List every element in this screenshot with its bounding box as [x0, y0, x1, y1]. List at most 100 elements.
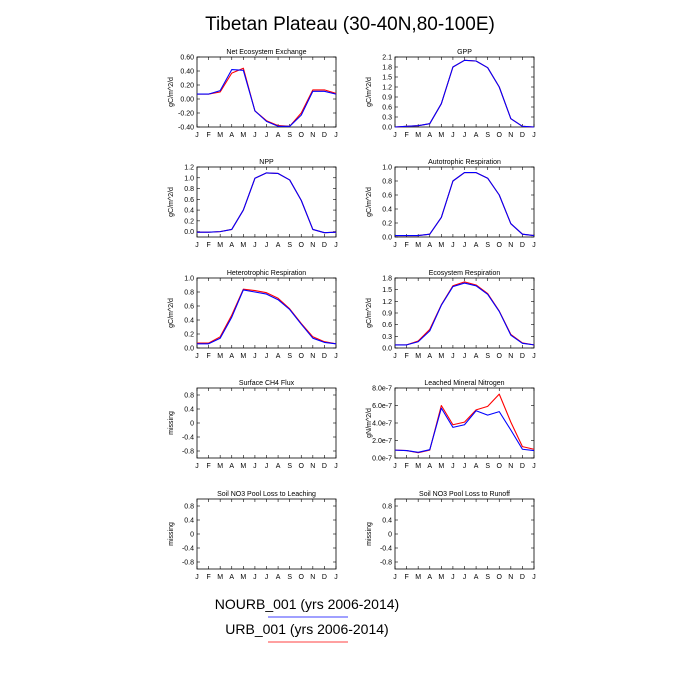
x-tick-label: O [497, 353, 503, 360]
panel-title: Leached Mineral Nitrogen [424, 380, 504, 387]
y-axis-label: gC/m^2/d [366, 298, 373, 328]
x-tick-label: J [393, 463, 397, 470]
x-tick-label: F [206, 353, 210, 360]
y-axis-label: missing [168, 411, 175, 435]
x-tick-label: J [253, 463, 257, 470]
x-tick-label: F [206, 242, 210, 249]
series-line-nourb [394, 407, 535, 453]
x-tick-label: A [427, 463, 432, 470]
plot-frame [394, 387, 535, 459]
x-tick-label: J [463, 242, 467, 249]
x-tick-label: J [265, 132, 269, 139]
x-tick-label: F [404, 574, 408, 581]
legend: NOURB_001 (yrs 2006-2014) URB_001 (yrs 2… [215, 596, 399, 643]
x-tick-label: J [393, 132, 397, 139]
y-tick-label: 4.0e-7 [372, 421, 392, 428]
y-axis-label: gN/m^2/d [366, 408, 373, 438]
x-tick-label: A [474, 463, 479, 470]
chart-panel-4: Heterotrophic Respiration 0.0 0.2 0.4 0.6 0.8… [168, 270, 338, 360]
x-tick-label: J [195, 463, 199, 470]
x-tick-label: J [451, 242, 455, 249]
x-tick-label: M [415, 132, 421, 139]
y-tick-label: 0.0 [184, 346, 194, 353]
x-tick-label: M [438, 353, 444, 360]
x-tick-label: D [322, 574, 327, 581]
x-tick-label: M [438, 242, 444, 249]
x-tick-label: A [276, 463, 281, 470]
y-tick-label: 1.5 [382, 75, 392, 82]
y-tick-label: 0.40 [180, 69, 194, 76]
y-tick-label: 0.4 [382, 207, 392, 214]
x-tick-label: A [229, 574, 234, 581]
plot-frame [394, 56, 535, 128]
chart-panel-3: Autotrophic Respiration 0.0 0.2 0.4 0.6 0.8 1.… [366, 159, 536, 249]
x-tick-label: J [334, 353, 338, 360]
chart-panel-5: Ecosystem Respiration 0.0 0.3 0.6 0.9 1.2 1.5 1… [366, 270, 536, 360]
x-tick-label: M [240, 463, 246, 470]
y-tick-label: 0.6 [382, 105, 392, 112]
x-tick-label: D [322, 353, 327, 360]
x-tick-label: N [310, 463, 315, 470]
y-axis-label: gC/m^2/d [366, 187, 373, 217]
y-axis-label: gC/m^2/d [168, 77, 175, 107]
x-tick-label: A [276, 353, 281, 360]
y-tick-label: 1.8 [382, 65, 392, 72]
series-line-urb [394, 59, 535, 128]
y-tick-label: 0.2 [382, 221, 392, 228]
x-tick-label: N [310, 242, 315, 249]
panel-title: GPP [457, 49, 472, 56]
y-tick-label: 1.0 [184, 276, 194, 283]
x-tick-label: A [276, 132, 281, 139]
y-tick-label: -0.8 [182, 449, 194, 456]
x-tick-label: M [217, 463, 223, 470]
x-tick-label: J [195, 353, 199, 360]
panel-title: Net Ecosystem Exchange [226, 49, 306, 56]
y-tick-label: 0.9 [382, 311, 392, 318]
panel-title: Soil NO3 Pool Loss to Leaching [217, 491, 316, 498]
x-tick-label: M [240, 132, 246, 139]
x-tick-label: J [463, 463, 467, 470]
plot-frame [394, 277, 535, 349]
x-tick-label: J [463, 353, 467, 360]
x-tick-label: J [393, 242, 397, 249]
series-line-nourb [197, 172, 337, 234]
x-tick-label: S [485, 463, 490, 470]
x-tick-label: J [195, 574, 199, 581]
x-tick-label: J [463, 132, 467, 139]
series-line-nourb [395, 172, 535, 237]
series-line-urb [197, 288, 337, 345]
y-tick-label: 0.8 [184, 290, 194, 297]
y-tick-label: -0.4 [182, 435, 194, 442]
x-tick-label: D [520, 574, 525, 581]
y-tick-label: 0.6 [382, 193, 392, 200]
y-tick-label: -0.8 [380, 560, 392, 567]
x-tick-label: M [217, 353, 223, 360]
series-line-urb [394, 393, 535, 454]
x-tick-label: J [334, 242, 338, 249]
x-tick-label: D [520, 132, 525, 139]
x-tick-label: N [310, 353, 315, 360]
x-tick-label: O [299, 574, 305, 581]
x-tick-label: A [474, 132, 479, 139]
x-tick-label: M [415, 353, 421, 360]
y-tick-label: 0.20 [180, 83, 194, 90]
x-tick-label: N [310, 132, 315, 139]
x-tick-label: J [451, 353, 455, 360]
y-tick-label: 0.0 [382, 346, 392, 353]
x-tick-label: J [451, 132, 455, 139]
plot-frame [196, 498, 337, 570]
chart-panel-7: Leached Mineral Nitrogen 0.0e-7 2.0e-7 4.0e… [366, 380, 536, 470]
x-tick-label: S [287, 242, 292, 249]
x-tick-label: J [532, 574, 536, 581]
x-tick-label: D [322, 132, 327, 139]
y-tick-label: 1.8 [382, 276, 392, 283]
chart-panel-9: Soil NO3 Pool Loss to Runoff -0.8 -0.4 0 0.4… [366, 491, 536, 581]
x-tick-label: M [240, 574, 246, 581]
x-tick-label: J [253, 242, 257, 249]
x-tick-label: O [299, 353, 305, 360]
y-tick-label: 6.0e-7 [372, 403, 392, 410]
x-tick-label: M [415, 463, 421, 470]
x-tick-label: S [287, 574, 292, 581]
x-tick-label: F [404, 353, 408, 360]
